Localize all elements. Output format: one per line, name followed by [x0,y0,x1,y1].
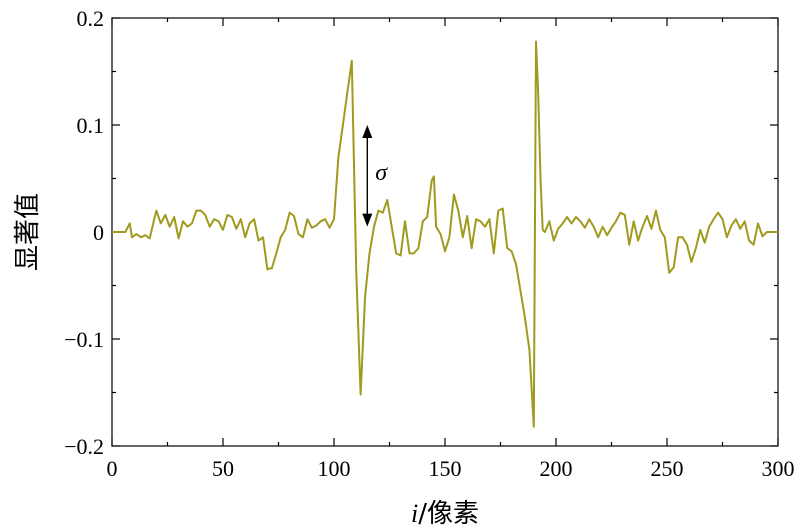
x-axis-title-italic: i [411,499,418,528]
x-tick-label: 0 [107,456,118,481]
plot-frame [111,17,779,447]
x-tick-labels: 0 50 100 150 200 250 300 [107,456,795,481]
x-tick-label: 250 [651,456,684,481]
sigma-label: σ [375,160,388,186]
series-line [112,40,778,428]
y-tick-label: 0.2 [77,6,105,31]
x-axis-title: i/像素 [411,499,479,529]
y-tick-label: 0.1 [77,113,105,138]
y-tick-labels: −0.2 −0.1 0 0.1 0.2 [64,6,104,459]
x-tick-label: 100 [318,456,351,481]
y-axis-title: 显著值 [13,193,43,271]
y-tick-label: −0.1 [64,327,104,352]
x-axis-title-rest: /像素 [418,499,479,529]
tick-marks [111,17,779,447]
x-tick-label: 150 [429,456,462,481]
sigma-arrow-head-bottom [362,213,373,227]
y-tick-label: −0.2 [64,434,104,459]
sigma-arrow-head-top [362,125,373,138]
y-tick-label: 0 [93,220,104,245]
sigma-annotation: σ [362,125,388,227]
x-tick-label: 200 [540,456,573,481]
x-tick-label: 50 [212,456,234,481]
x-tick-label: 300 [762,456,795,481]
